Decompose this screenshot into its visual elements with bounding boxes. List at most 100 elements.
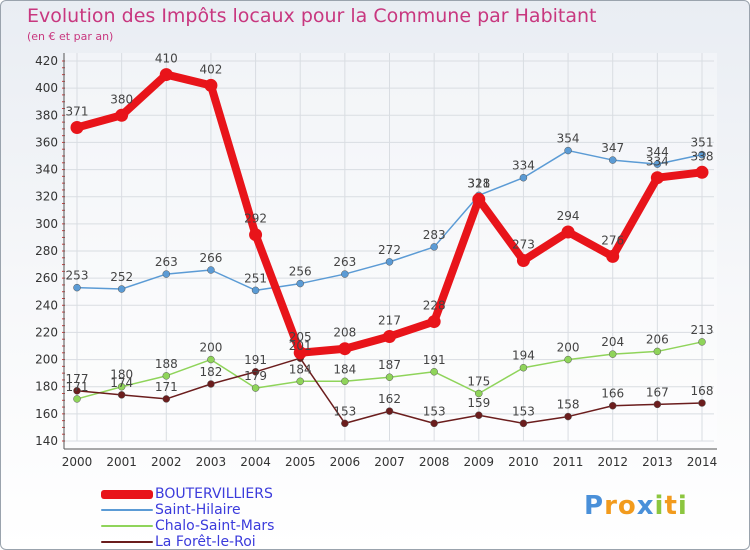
logo-letter: x xyxy=(636,491,655,521)
data-label: 273 xyxy=(512,238,535,252)
data-label: 205 xyxy=(289,330,312,344)
proxiti-logo: Proxiti xyxy=(584,491,688,521)
data-label: 334 xyxy=(512,159,535,173)
data-label: 153 xyxy=(423,404,446,418)
data-label: 253 xyxy=(66,269,89,283)
y-tick-label: 180 xyxy=(35,380,58,394)
x-tick-label: 2009 xyxy=(464,455,495,469)
data-label: 294 xyxy=(557,209,580,223)
data-point xyxy=(608,350,617,358)
y-tick-label: 260 xyxy=(35,271,58,285)
data-label: 194 xyxy=(512,349,535,363)
data-point xyxy=(519,363,528,372)
data-point xyxy=(162,395,171,403)
data-point xyxy=(338,342,352,356)
data-label: 347 xyxy=(601,141,624,155)
legend-item: Chalo-Saint-Mars xyxy=(101,518,274,534)
data-point xyxy=(117,382,126,391)
data-point xyxy=(296,377,304,386)
data-point xyxy=(73,283,81,292)
y-tick-label: 320 xyxy=(35,190,58,204)
data-point xyxy=(296,279,304,288)
data-point xyxy=(251,286,260,295)
data-point xyxy=(385,373,394,381)
data-point xyxy=(293,346,307,360)
data-label: 228 xyxy=(423,299,446,313)
data-label: 276 xyxy=(601,233,624,247)
x-tick-label: 2013 xyxy=(642,455,673,469)
data-point xyxy=(207,355,215,364)
data-label: 272 xyxy=(378,243,401,257)
data-label: 321 xyxy=(467,176,490,190)
data-point xyxy=(561,225,575,239)
data-point xyxy=(341,419,349,428)
data-point xyxy=(519,173,528,182)
x-tick-label: 2004 xyxy=(240,455,271,469)
data-point xyxy=(204,78,218,92)
data-point xyxy=(385,407,394,415)
data-label: 344 xyxy=(646,145,669,159)
x-tick-label: 2011 xyxy=(553,455,584,469)
data-label: 292 xyxy=(244,212,267,226)
x-tick-label: 2005 xyxy=(285,455,316,469)
data-label: 184 xyxy=(333,362,356,376)
x-tick-label: 2010 xyxy=(508,455,539,469)
data-point xyxy=(430,243,438,251)
y-tick-label: 220 xyxy=(35,325,58,339)
chart-subtitle: (en € et par an) xyxy=(27,30,114,43)
data-label: 252 xyxy=(110,270,133,284)
logo-letter: r xyxy=(604,491,618,521)
legend-label: BOUTERVILLIERS xyxy=(155,486,273,502)
data-point xyxy=(427,315,441,329)
data-point xyxy=(159,68,173,82)
data-point xyxy=(653,160,662,168)
data-label: 171 xyxy=(66,380,89,394)
data-label: 263 xyxy=(333,255,356,269)
data-point xyxy=(564,146,572,155)
y-tick-label: 400 xyxy=(35,81,58,95)
data-point xyxy=(650,171,664,185)
data-point xyxy=(653,347,662,356)
data-label: 201 xyxy=(289,339,312,353)
y-tick-label: 140 xyxy=(35,434,58,448)
data-point xyxy=(162,270,171,278)
data-point xyxy=(385,258,394,266)
data-point xyxy=(73,387,81,395)
data-point xyxy=(341,270,349,278)
x-tick-label: 2006 xyxy=(330,455,361,469)
data-label: 204 xyxy=(601,335,624,349)
data-point xyxy=(698,338,706,346)
data-point xyxy=(475,389,483,398)
y-tick-label: 160 xyxy=(35,407,58,421)
data-label: 191 xyxy=(423,353,446,367)
y-tick-label: 200 xyxy=(35,353,58,367)
data-label: 177 xyxy=(66,372,89,386)
y-tick-label: 420 xyxy=(35,54,58,68)
data-label: 184 xyxy=(289,362,312,376)
data-point xyxy=(698,399,706,407)
data-label: 175 xyxy=(467,375,490,389)
x-tick-label: 2014 xyxy=(687,455,718,469)
data-point xyxy=(162,372,171,380)
data-label: 256 xyxy=(289,265,312,279)
data-point xyxy=(117,391,126,399)
data-point xyxy=(430,419,438,428)
data-label: 153 xyxy=(512,404,535,418)
chart-title: Evolution des Impôts locaux pour la Comm… xyxy=(27,5,597,27)
data-label: 167 xyxy=(646,385,669,399)
legend-swatch xyxy=(101,489,153,499)
data-label: 182 xyxy=(199,365,222,379)
x-tick-label: 2001 xyxy=(106,455,137,469)
data-point xyxy=(249,228,263,242)
legend-swatch xyxy=(101,525,153,527)
data-point xyxy=(73,395,81,403)
data-label: 318 xyxy=(467,176,490,190)
data-label: 402 xyxy=(199,62,222,76)
chart-legend: BOUTERVILLIERS Saint-Hilaire Chalo-Saint-M… xyxy=(101,486,274,549)
data-point xyxy=(383,330,396,343)
x-tick-label: 2000 xyxy=(62,455,93,469)
legend-item: La Forêt-le-Roi xyxy=(101,534,274,549)
logo-letter: P xyxy=(584,491,605,521)
data-label: 162 xyxy=(378,392,401,406)
